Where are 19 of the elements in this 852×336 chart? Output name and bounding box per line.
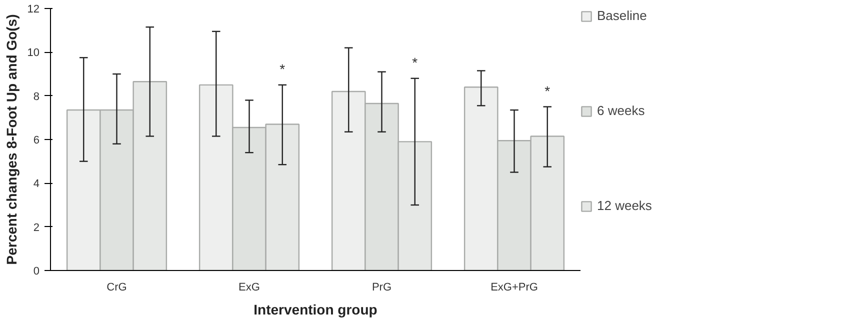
annotation: * xyxy=(280,60,286,77)
x-tick-label: ExG+PrG xyxy=(490,282,538,294)
x-tick-label: ExG xyxy=(238,282,260,294)
y-tick-label: 0 xyxy=(33,266,40,278)
y-tick-label: 8 xyxy=(33,90,40,103)
y-tick-label: 2 xyxy=(33,222,40,234)
legend-label: 6 weeks xyxy=(597,103,646,118)
y-tick-label: 12 xyxy=(27,4,40,16)
annotation: * xyxy=(544,82,551,99)
y-tick-label: 4 xyxy=(33,178,40,190)
x-tick-label: CrG xyxy=(106,282,127,294)
y-tick-label: 10 xyxy=(27,47,40,60)
legend-label: Baseline xyxy=(597,8,648,23)
legend-label: 12 weeks xyxy=(597,198,653,213)
x-axis-title: Intervention group xyxy=(254,302,378,318)
y-tick-label: 6 xyxy=(33,134,40,146)
y-axis-title: Percent changes 8-Foot Up and Go(s) xyxy=(3,14,20,265)
annotation: * xyxy=(412,54,418,70)
x-tick-label: PrG xyxy=(372,282,392,294)
